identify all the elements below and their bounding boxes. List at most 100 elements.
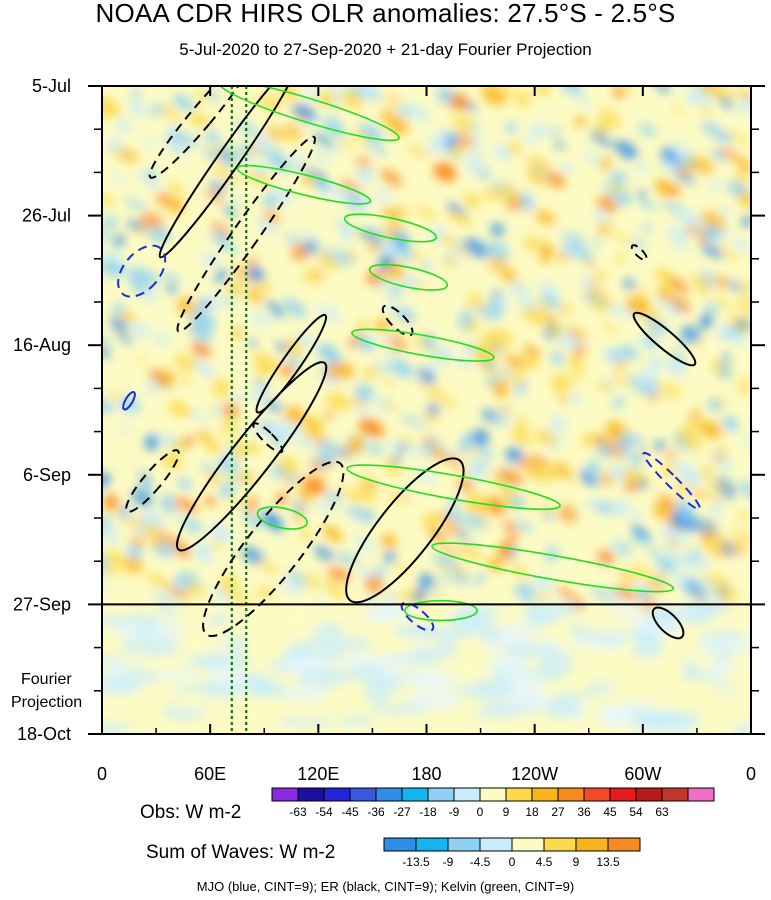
field-blob: [384, 551, 396, 564]
field-blob: [257, 559, 280, 575]
field-blob: [345, 445, 356, 455]
kelvin-contour: [256, 506, 308, 530]
waves-colorbar-level-label: 9: [573, 855, 580, 869]
field-blob: [486, 241, 509, 262]
x-tick-label: 120W: [511, 764, 558, 784]
field-blob: [355, 384, 374, 402]
field-blob: [291, 500, 307, 514]
projection-blob: [371, 654, 407, 670]
field-blob: [731, 528, 751, 544]
field-blob: [587, 460, 600, 472]
projection-blob: [555, 600, 577, 617]
field-blob: [672, 297, 691, 313]
mjo-contour: [642, 451, 701, 511]
field-blob: [615, 191, 631, 207]
field-blob: [524, 131, 538, 147]
field-blob: [396, 248, 414, 262]
field-blob: [161, 454, 183, 469]
field-blob: [679, 163, 692, 178]
field-blob: [102, 195, 117, 205]
obs-colorbar-level-label: -45: [341, 805, 359, 819]
field-blob: [701, 121, 721, 137]
field-blob: [472, 137, 483, 151]
field-blob: [123, 198, 148, 210]
field-blob: [152, 588, 166, 602]
field-blob: [713, 274, 730, 289]
field-blob: [180, 375, 192, 385]
field-blob: [168, 401, 193, 418]
field-blob: [252, 96, 268, 108]
field-blob: [530, 162, 551, 180]
field-blob: [167, 197, 185, 214]
waves-colorbar-level-label: -9: [443, 855, 454, 869]
field-blob: [718, 97, 735, 109]
field-blob: [708, 477, 729, 494]
field-blob: [558, 394, 569, 404]
field-blob: [549, 173, 566, 188]
field-blob: [508, 286, 530, 300]
projection-blob: [538, 652, 575, 675]
field-blob: [232, 265, 253, 283]
field-blob: [112, 233, 126, 248]
field-blob: [498, 468, 524, 485]
field-blob: [509, 495, 525, 510]
obs-colorbar-swatch: [505, 787, 533, 802]
field-blob: [430, 586, 444, 596]
x-tick-label: 60W: [624, 764, 661, 784]
field-blob: [566, 355, 584, 372]
obs-colorbar-level-label: 63: [655, 805, 669, 819]
field-blob: [329, 86, 346, 97]
field-blob: [232, 448, 244, 461]
field-blob: [639, 476, 650, 486]
field-blob: [451, 115, 477, 132]
field-blob: [465, 195, 480, 208]
projection-blob: [347, 664, 388, 683]
projection-blob: [504, 688, 553, 709]
field-blob: [459, 308, 474, 323]
field-blob: [425, 412, 438, 424]
obs-colorbar-swatch: [271, 787, 299, 802]
field-blob: [736, 298, 751, 312]
field-blob: [409, 249, 424, 262]
field-blob: [515, 582, 537, 602]
field-blob: [136, 481, 153, 494]
obs-colorbar-swatch: [453, 787, 481, 802]
field-blob: [450, 569, 471, 586]
field-blob: [169, 437, 187, 454]
field-blob: [295, 518, 304, 526]
field-blob: [466, 291, 481, 309]
field-blob: [400, 414, 427, 428]
kelvin-contour: [218, 86, 400, 142]
field-blob: [373, 363, 391, 374]
field-blob: [719, 148, 738, 159]
field-blob: [379, 168, 403, 188]
field-blob: [173, 354, 198, 372]
field-blob: [721, 206, 731, 216]
waves-colorbar-swatch: [607, 837, 641, 852]
field-blob: [658, 546, 681, 560]
projection-blob: [339, 716, 372, 727]
obs-colorbar-level-label: 36: [577, 805, 591, 819]
field-blob: [626, 509, 642, 521]
kelvin-contour: [368, 263, 449, 291]
field-blob: [475, 305, 500, 322]
field-blob: [561, 231, 586, 247]
field-blob: [398, 442, 408, 452]
field-blob: [136, 355, 147, 364]
projection-blob: [584, 614, 640, 636]
field-blob: [252, 350, 263, 362]
field-blob: [660, 158, 676, 172]
field-blob: [550, 460, 572, 479]
field-blob: [136, 171, 162, 189]
field-blob: [489, 329, 513, 349]
projection-blob: [649, 605, 680, 628]
obs-colorbar-level-label: -18: [419, 805, 437, 819]
obs-colorbar-level-label: -36: [367, 805, 385, 819]
er-contour: [125, 449, 180, 513]
er-contour: [176, 135, 316, 333]
mjo-contour: [122, 391, 136, 411]
projection-blob: [313, 668, 347, 677]
obs-colorbar-swatch: [323, 787, 351, 802]
projection-blob: [575, 713, 606, 732]
field-blob: [357, 407, 372, 416]
